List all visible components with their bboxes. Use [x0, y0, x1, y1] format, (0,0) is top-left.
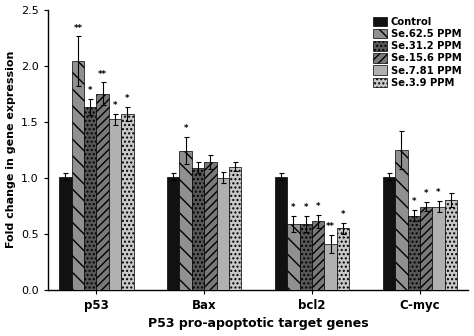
Bar	[383, 177, 395, 290]
Bar	[432, 207, 445, 290]
Text: *: *	[341, 210, 346, 219]
Bar	[337, 228, 349, 290]
Bar	[59, 177, 72, 290]
Bar	[445, 200, 457, 290]
Text: **: **	[326, 222, 335, 231]
Bar	[287, 224, 300, 290]
Bar	[312, 221, 325, 290]
X-axis label: P53 pro-apoptotic target genes: P53 pro-apoptotic target genes	[148, 318, 368, 330]
Text: *: *	[291, 203, 296, 212]
Text: *: *	[304, 203, 308, 212]
Text: *: *	[424, 190, 428, 199]
Y-axis label: Fold change in gene expression: Fold change in gene expression	[6, 51, 16, 248]
Bar	[109, 119, 121, 290]
Text: *: *	[436, 188, 441, 197]
Bar	[167, 177, 180, 290]
Bar	[180, 151, 192, 290]
Legend: Control, Se.62.5 PPM, Se.31.2 PPM, Se.15.6 PPM, Se.7.81 PPM, Se.3.9 PPM: Control, Se.62.5 PPM, Se.31.2 PPM, Se.15…	[371, 14, 464, 90]
Text: *: *	[411, 197, 416, 206]
Text: **: **	[73, 24, 82, 33]
Text: *: *	[183, 124, 188, 133]
Bar	[300, 224, 312, 290]
Bar	[121, 114, 134, 290]
Bar	[395, 150, 408, 290]
Bar	[96, 94, 109, 290]
Bar	[408, 216, 420, 290]
Bar	[84, 107, 96, 290]
Bar	[217, 178, 229, 290]
Bar	[229, 167, 241, 290]
Bar	[275, 177, 287, 290]
Bar	[420, 207, 432, 290]
Text: *: *	[113, 101, 117, 110]
Bar	[325, 244, 337, 290]
Bar	[192, 168, 204, 290]
Text: *: *	[316, 202, 320, 211]
Text: **: **	[98, 70, 107, 79]
Text: *: *	[88, 86, 92, 95]
Text: *: *	[125, 94, 130, 103]
Bar	[72, 61, 84, 290]
Bar	[204, 162, 217, 290]
